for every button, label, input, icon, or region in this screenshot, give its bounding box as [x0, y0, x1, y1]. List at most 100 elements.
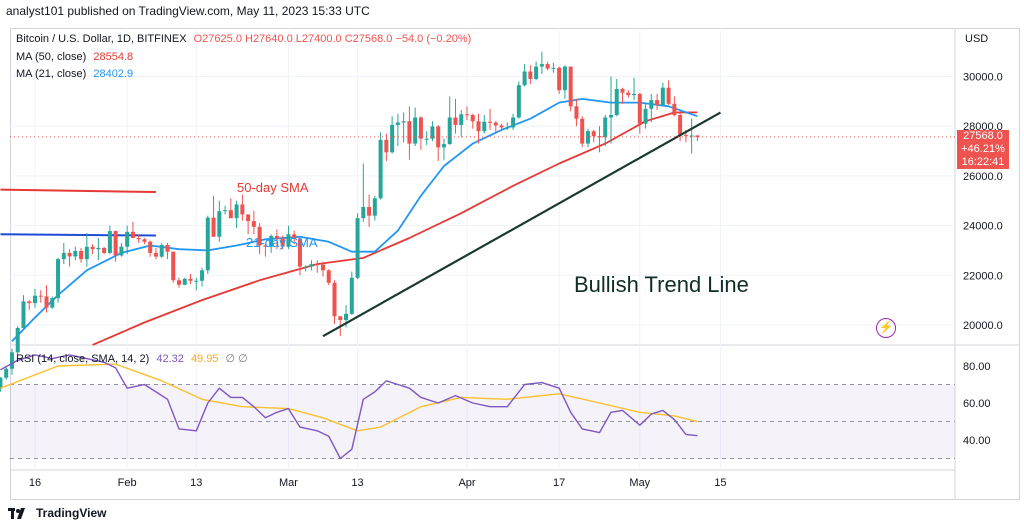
candle-up[interactable] [15, 327, 20, 353]
candle-down[interactable] [493, 122, 498, 126]
candle-down[interactable] [113, 231, 118, 256]
candle-up[interactable] [200, 270, 205, 281]
candle-down[interactable] [188, 278, 193, 281]
candle-up[interactable] [73, 250, 78, 257]
candle-up[interactable] [194, 280, 199, 282]
candle-down[interactable] [297, 238, 302, 267]
candle-up[interactable] [660, 87, 665, 106]
candle-up[interactable] [511, 117, 516, 128]
candle-up[interactable] [125, 231, 130, 247]
candle-down[interactable] [528, 71, 533, 79]
candle-up[interactable] [551, 67, 556, 69]
candle-up[interactable] [585, 131, 590, 144]
candle-down[interactable] [338, 316, 343, 321]
candle-down[interactable] [246, 214, 251, 222]
candle-up[interactable] [395, 122, 400, 125]
candle-up[interactable] [505, 127, 510, 129]
candle-down[interactable] [678, 115, 683, 135]
candle-up[interactable] [447, 117, 452, 145]
candle-down[interactable] [280, 238, 285, 247]
candle-up[interactable] [361, 206, 366, 219]
candle-down[interactable] [683, 134, 688, 136]
candle-up[interactable] [217, 211, 222, 237]
candle-down[interactable] [666, 87, 671, 104]
candle-up[interactable] [482, 121, 487, 132]
candle-up[interactable] [205, 217, 210, 271]
symbol-name[interactable]: Bitcoin / U.S. Dollar, 1D, BITFINEX [16, 33, 187, 45]
candle-up[interactable] [159, 244, 164, 257]
candle-up[interactable] [609, 115, 613, 118]
candle-down[interactable] [453, 117, 458, 125]
candle-down[interactable] [470, 115, 475, 122]
candle-down[interactable] [67, 252, 72, 257]
candle-down[interactable] [476, 121, 481, 132]
candle-up[interactable] [632, 93, 637, 96]
candle-up[interactable] [107, 231, 112, 253]
ma50-label[interactable]: MA (50, close) [16, 51, 87, 63]
candle-down[interactable] [240, 204, 245, 215]
candle-down[interactable] [568, 66, 573, 107]
candle-up[interactable] [182, 278, 187, 285]
candle-down[interactable] [79, 250, 84, 260]
candle-up[interactable] [378, 139, 383, 199]
candle-down[interactable] [557, 67, 562, 91]
candle-down[interactable] [695, 135, 700, 137]
candle-up[interactable] [349, 277, 354, 314]
candle-down[interactable] [130, 231, 135, 239]
candle-up[interactable] [234, 204, 239, 219]
candle-up[interactable] [223, 210, 228, 212]
candle-up[interactable] [355, 218, 360, 278]
lightning-icon[interactable]: ⚡ [876, 318, 896, 338]
candle-down[interactable] [148, 241, 153, 253]
candle-up[interactable] [269, 236, 274, 247]
candle-down[interactable] [574, 106, 579, 119]
candle-up[interactable] [344, 313, 349, 321]
candle-down[interactable] [332, 282, 337, 317]
candle-up[interactable] [459, 114, 464, 125]
candle-up[interactable] [50, 298, 55, 308]
candle-down[interactable] [171, 251, 176, 281]
candle-up[interactable] [516, 85, 521, 118]
candle-up[interactable] [430, 126, 435, 139]
candle-up[interactable] [643, 108, 648, 124]
rsi-label[interactable]: RSI (14, close, SMA, 14, 2) [16, 353, 150, 365]
candle-down[interactable] [153, 252, 158, 257]
candle-up[interactable] [372, 198, 377, 216]
candle-up[interactable] [56, 259, 61, 299]
candle-down[interactable] [27, 301, 32, 304]
candle-up[interactable] [424, 138, 429, 140]
candle-down[interactable] [102, 247, 107, 253]
candle-up[interactable] [413, 117, 418, 144]
candle-down[interactable] [418, 117, 423, 139]
candle-down[interactable] [257, 226, 262, 246]
tradingview-logo[interactable]: TradingView [8, 506, 106, 520]
candle-down[interactable] [672, 103, 677, 116]
candle-down[interactable] [637, 93, 642, 124]
candle-down[interactable] [228, 210, 233, 219]
candle-up[interactable] [303, 266, 308, 268]
candle-down[interactable] [488, 121, 493, 123]
candle-down[interactable] [626, 92, 631, 96]
candle-up[interactable] [96, 247, 101, 250]
candle-down[interactable] [263, 245, 268, 247]
candle-up[interactable] [33, 295, 37, 304]
candle-down[interactable] [321, 264, 325, 271]
candle-up[interactable] [649, 100, 654, 109]
candle-up[interactable] [441, 144, 446, 148]
candle-up[interactable] [309, 264, 314, 267]
candle-up[interactable] [119, 246, 124, 256]
candle-up[interactable] [4, 368, 9, 378]
ma21-label[interactable]: MA (21, close) [16, 68, 87, 80]
candle-down[interactable] [251, 221, 256, 227]
candle-up[interactable] [562, 66, 567, 91]
candle-down[interactable] [545, 64, 550, 69]
candle-down[interactable] [38, 295, 43, 297]
candle-up[interactable] [603, 117, 608, 138]
candle-up[interactable] [522, 71, 527, 86]
candle-up[interactable] [689, 135, 694, 137]
candle-down[interactable] [655, 100, 660, 106]
candle-up[interactable] [9, 352, 14, 369]
candle-down[interactable] [591, 131, 596, 137]
candle-up[interactable] [614, 88, 619, 116]
